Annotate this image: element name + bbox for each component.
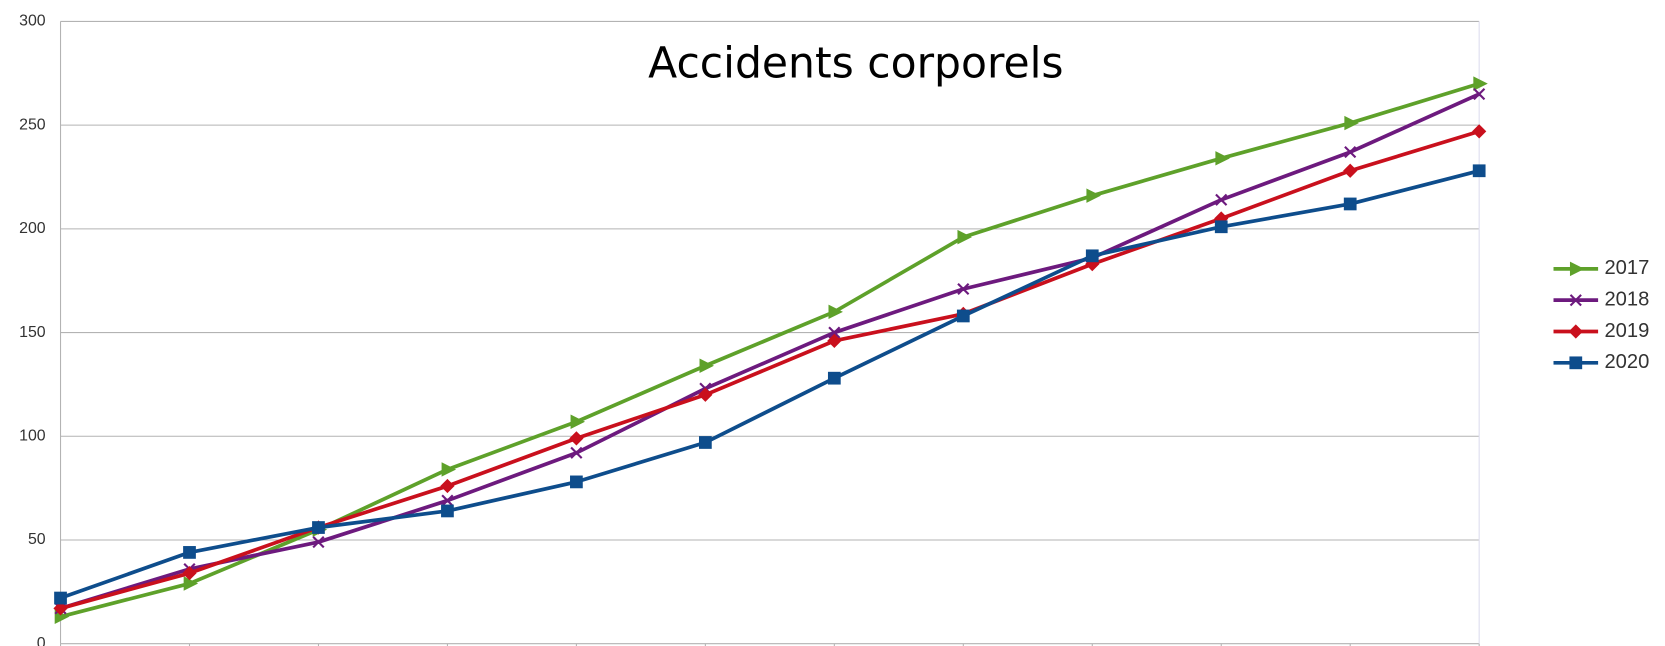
marker [441,462,457,477]
marker [53,601,68,616]
marker [1344,146,1357,159]
marker [827,371,841,385]
y-tick-label: 0 [37,635,46,646]
y-tick-label: 100 [19,427,46,444]
series [54,87,1486,615]
marker [570,446,583,459]
marker [569,431,584,446]
legend-label: 2017 [1604,257,1649,279]
marker [182,566,197,581]
marker [570,475,583,489]
marker [1473,76,1488,91]
marker [570,414,586,429]
marker [312,521,325,534]
marker [1472,164,1486,178]
chart-title: Accidents corporels [648,40,1063,89]
marker [1344,115,1359,131]
marker [1343,163,1358,178]
marker [1472,124,1487,139]
y-tick-label: 150 [19,324,46,341]
series [54,164,1486,605]
marker [1569,294,1582,307]
legend-label: 2018 [1604,288,1649,310]
line [59,92,1480,611]
marker [957,229,972,245]
marker [828,326,841,339]
marker [1473,87,1486,101]
marker [441,494,454,507]
y-tick-label: 250 [19,116,46,133]
marker [1569,261,1585,277]
legend-label: 2020 [1604,351,1649,373]
marker [1569,356,1583,370]
marker [698,436,712,449]
line [60,81,1480,619]
marker [183,546,196,559]
marker [1086,188,1101,203]
marker [957,282,970,296]
marker [183,576,199,591]
marker [698,387,713,402]
marker [1085,249,1099,263]
y-tick-label: 50 [28,531,46,548]
series [54,76,1488,624]
marker [54,591,67,605]
line [59,168,1480,600]
y-tick-label: 200 [19,220,46,237]
line [60,129,1480,611]
marker [1215,151,1230,166]
marker [699,358,714,373]
marker [827,333,842,348]
marker [1214,220,1228,234]
series [53,124,1487,616]
marker [440,478,455,494]
marker [956,309,970,323]
marker [1568,324,1583,339]
y-tick-label: 300 [19,13,46,30]
marker [828,304,843,320]
marker [1215,193,1228,206]
marker [312,535,325,549]
legend-label: 2019 [1604,320,1649,342]
marker [441,504,454,518]
marker [1343,197,1357,211]
